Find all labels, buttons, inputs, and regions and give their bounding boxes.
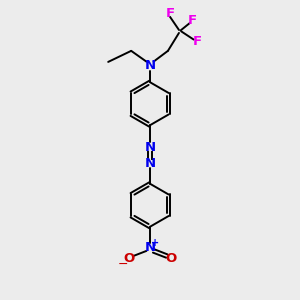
Text: F: F (193, 35, 202, 48)
Text: O: O (165, 253, 176, 266)
Text: N: N (144, 242, 156, 254)
Text: +: + (151, 238, 159, 248)
Text: N: N (144, 59, 156, 72)
Text: N: N (144, 157, 156, 170)
Text: N: N (144, 140, 156, 154)
Text: O: O (124, 253, 135, 266)
Text: F: F (188, 14, 197, 27)
Text: −: − (117, 258, 128, 271)
Text: F: F (165, 7, 175, 20)
